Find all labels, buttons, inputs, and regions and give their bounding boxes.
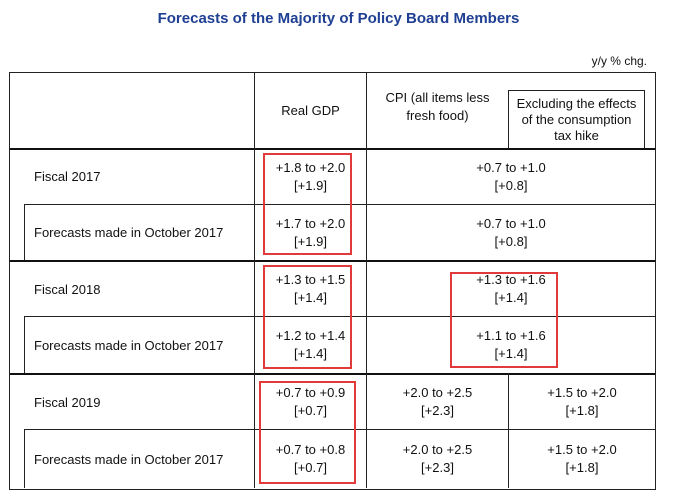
cpi-median: [+2.3] xyxy=(421,403,454,418)
gdp-range: +0.7 to +0.9 xyxy=(275,385,346,400)
cpi-range: +1.3 to +1.6 xyxy=(476,272,546,287)
gdp-range: +1.7 to +2.0 xyxy=(275,215,346,231)
cpi-median: [+0.8] xyxy=(494,233,528,249)
gdp-range: +1.3 to +1.5 xyxy=(275,272,346,287)
header-excl-tax: Excluding the effects of the consumption… xyxy=(509,91,644,148)
gdp-cell: +0.7 to +0.8 [+0.7] xyxy=(255,430,366,488)
excl-median: [+1.8] xyxy=(565,403,599,418)
cpi-median: [+1.4] xyxy=(494,290,528,305)
header-excl-line2: of the consumption xyxy=(521,111,632,127)
gdp-median: [+0.7] xyxy=(294,460,327,475)
highlight-box-gdp-2019 xyxy=(259,381,356,484)
cpi-cell: +2.0 to +2.5 [+2.3] xyxy=(367,430,508,488)
gdp-median: [+1.9] xyxy=(294,233,327,249)
cpi-cell: +0.7 to +1.0 [+0.8] xyxy=(367,205,655,260)
header-excl-line1: Excluding the effects xyxy=(516,95,637,111)
highlight-box-gdp-2018 xyxy=(263,265,352,369)
cpi-cell: +1.1 to +1.6 [+1.4] xyxy=(367,317,655,373)
gdp-median: [+1.4] xyxy=(294,290,327,305)
unit-label: y/y % chg. xyxy=(591,54,647,68)
excl-header-right xyxy=(644,90,645,148)
gdp-median: [+0.7] xyxy=(294,403,327,418)
cpi-cell: +1.3 to +1.6 [+1.4] xyxy=(367,262,655,316)
row-label-text: Fiscal 2017 xyxy=(34,169,101,184)
row-label-text: Forecasts made in October 2017 xyxy=(34,225,224,240)
excl-cell: +1.5 to +2.0 [+1.8] xyxy=(509,430,655,488)
row-label-text: Fiscal 2019 xyxy=(34,394,101,410)
header-real-gdp-text: Real GDP xyxy=(281,102,340,118)
row-label: Fiscal 2018 xyxy=(34,262,254,316)
page-title: Forecasts of the Majority of Policy Boar… xyxy=(157,10,520,27)
cpi-cell: +2.0 to +2.5 [+2.3] xyxy=(367,375,508,429)
highlight-box-cpi-2018 xyxy=(450,272,558,368)
row-label: Forecasts made in October 2017 xyxy=(34,205,254,260)
cpi-range: +2.0 to +2.5 xyxy=(402,442,473,457)
header-excl-line3: tax hike xyxy=(554,127,599,143)
row-label-text: Forecasts made in October 2017 xyxy=(34,337,224,353)
highlight-box-gdp-2017 xyxy=(263,153,352,255)
row-label: Fiscal 2017 xyxy=(34,149,254,204)
gdp-median: [+1.9] xyxy=(294,177,327,193)
header-cpi-line1: CPI (all items less xyxy=(385,90,490,105)
excl-range: +1.5 to +2.0 xyxy=(547,442,617,457)
forecast-table: Real GDP CPI (all items less fresh food)… xyxy=(9,72,656,490)
subrow-indent-line xyxy=(24,204,25,260)
excl-cell: +1.5 to +2.0 [+1.8] xyxy=(509,375,655,429)
group-divider xyxy=(10,260,655,262)
gdp-range: +1.2 to +1.4 xyxy=(275,328,346,343)
gdp-range: +1.8 to +2.0 xyxy=(275,159,346,175)
cpi-cell: +0.7 to +1.0 [+0.8] xyxy=(367,149,655,204)
header-real-gdp: Real GDP xyxy=(255,73,366,148)
row-label-text: Forecasts made in October 2017 xyxy=(34,451,224,467)
cpi-median: [+0.8] xyxy=(494,177,528,193)
excl-range: +1.5 to +2.0 xyxy=(547,385,617,400)
row-label: Fiscal 2019 xyxy=(34,375,254,429)
row-label: Forecasts made in October 2017 xyxy=(34,430,254,488)
row-divider xyxy=(24,316,655,317)
gdp-cell: +1.7 to +2.0 [+1.9] xyxy=(255,205,366,260)
row-divider xyxy=(24,204,655,205)
gdp-cell: +1.2 to +1.4 [+1.4] xyxy=(255,317,366,373)
gdp-range: +0.7 to +0.8 xyxy=(275,442,346,457)
row-label: Forecasts made in October 2017 xyxy=(34,317,254,373)
excl-median: [+1.8] xyxy=(565,460,599,475)
cpi-range: +0.7 to +1.0 xyxy=(476,159,546,175)
cpi-median: [+2.3] xyxy=(421,460,454,475)
cpi-range: +0.7 to +1.0 xyxy=(476,215,546,231)
header-cpi-line2: fresh food) xyxy=(406,108,469,123)
label-col-divider xyxy=(254,73,255,488)
gdp-cell: +1.8 to +2.0 [+1.9] xyxy=(255,149,366,204)
cpi-median: [+1.4] xyxy=(494,346,528,361)
group-divider xyxy=(10,373,655,375)
subrow-indent-line xyxy=(24,316,25,373)
cpi-range: +1.1 to +1.6 xyxy=(476,328,546,343)
gdp-median: [+1.4] xyxy=(294,346,327,361)
row-divider xyxy=(24,429,655,430)
cpi-range: +2.0 to +2.5 xyxy=(402,385,473,400)
gdp-cell: +0.7 to +0.9 [+0.7] xyxy=(255,375,366,429)
subrow-indent-line xyxy=(24,429,25,488)
excl-header-bottom xyxy=(508,90,644,91)
excl-col-divider xyxy=(508,373,509,488)
gdp-cell: +1.3 to +1.5 [+1.4] xyxy=(255,262,366,316)
header-divider xyxy=(10,148,655,150)
gdp-col-divider xyxy=(366,73,367,488)
header-cpi: CPI (all items less fresh food) xyxy=(367,87,508,127)
excl-header-left xyxy=(508,90,509,148)
row-label-text: Fiscal 2018 xyxy=(34,281,101,297)
